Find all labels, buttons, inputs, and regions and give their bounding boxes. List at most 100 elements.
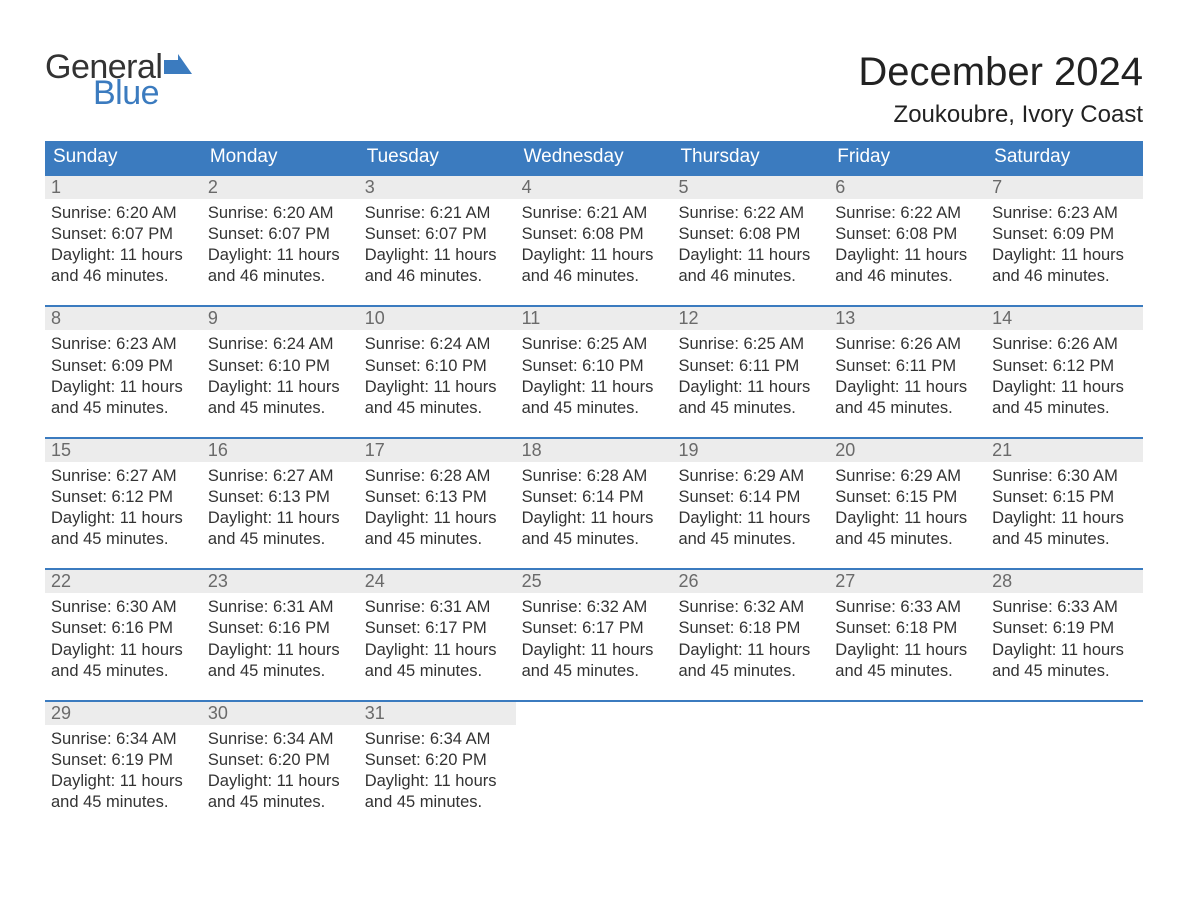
sunset-text: Sunset: 6:13 PM <box>208 487 353 508</box>
brand-word2: Blue <box>93 76 192 110</box>
daylight-text: Daylight: 11 hours and 45 minutes. <box>208 377 353 419</box>
sunrise-text: Sunrise: 6:33 AM <box>835 597 980 618</box>
day-number: 20 <box>829 439 986 462</box>
day-body: Sunrise: 6:25 AMSunset: 6:10 PMDaylight:… <box>516 330 673 418</box>
day-body: Sunrise: 6:31 AMSunset: 6:17 PMDaylight:… <box>359 593 516 681</box>
sunset-text: Sunset: 6:20 PM <box>365 750 510 771</box>
sunset-text: Sunset: 6:11 PM <box>835 356 980 377</box>
daylight-text: Daylight: 11 hours and 46 minutes. <box>522 245 667 287</box>
daylight-text: Daylight: 11 hours and 45 minutes. <box>992 377 1137 419</box>
day-number: 29 <box>45 702 202 725</box>
day-cell: 15Sunrise: 6:27 AMSunset: 6:12 PMDayligh… <box>45 439 202 550</box>
sunrise-text: Sunrise: 6:28 AM <box>365 466 510 487</box>
day-number: 19 <box>672 439 829 462</box>
daylight-text: Daylight: 11 hours and 45 minutes. <box>51 377 196 419</box>
daylight-text: Daylight: 11 hours and 45 minutes. <box>208 640 353 682</box>
day-number: 15 <box>45 439 202 462</box>
day-cell <box>986 702 1143 813</box>
daylight-text: Daylight: 11 hours and 46 minutes. <box>678 245 823 287</box>
calendar: SundayMondayTuesdayWednesdayThursdayFrid… <box>45 141 1143 813</box>
sunrise-text: Sunrise: 6:23 AM <box>992 203 1137 224</box>
sunset-text: Sunset: 6:16 PM <box>208 618 353 639</box>
day-body: Sunrise: 6:22 AMSunset: 6:08 PMDaylight:… <box>672 199 829 287</box>
sunrise-text: Sunrise: 6:32 AM <box>678 597 823 618</box>
day-body: Sunrise: 6:24 AMSunset: 6:10 PMDaylight:… <box>359 330 516 418</box>
day-cell: 20Sunrise: 6:29 AMSunset: 6:15 PMDayligh… <box>829 439 986 550</box>
day-body: Sunrise: 6:21 AMSunset: 6:07 PMDaylight:… <box>359 199 516 287</box>
sunrise-text: Sunrise: 6:30 AM <box>992 466 1137 487</box>
day-number: 7 <box>986 176 1143 199</box>
daylight-text: Daylight: 11 hours and 45 minutes. <box>365 377 510 419</box>
daylight-text: Daylight: 11 hours and 45 minutes. <box>51 771 196 813</box>
day-body: Sunrise: 6:32 AMSunset: 6:17 PMDaylight:… <box>516 593 673 681</box>
day-number: 26 <box>672 570 829 593</box>
sunset-text: Sunset: 6:12 PM <box>51 487 196 508</box>
day-cell: 28Sunrise: 6:33 AMSunset: 6:19 PMDayligh… <box>986 570 1143 681</box>
daylight-text: Daylight: 11 hours and 45 minutes. <box>678 640 823 682</box>
day-cell: 10Sunrise: 6:24 AMSunset: 6:10 PMDayligh… <box>359 307 516 418</box>
day-cell <box>829 702 986 813</box>
day-number: 2 <box>202 176 359 199</box>
sunset-text: Sunset: 6:07 PM <box>208 224 353 245</box>
day-body: Sunrise: 6:20 AMSunset: 6:07 PMDaylight:… <box>45 199 202 287</box>
day-body: Sunrise: 6:33 AMSunset: 6:18 PMDaylight:… <box>829 593 986 681</box>
sunrise-text: Sunrise: 6:20 AM <box>208 203 353 224</box>
day-cell: 7Sunrise: 6:23 AMSunset: 6:09 PMDaylight… <box>986 176 1143 287</box>
daylight-text: Daylight: 11 hours and 46 minutes. <box>835 245 980 287</box>
day-body: Sunrise: 6:24 AMSunset: 6:10 PMDaylight:… <box>202 330 359 418</box>
sunset-text: Sunset: 6:07 PM <box>365 224 510 245</box>
sunset-text: Sunset: 6:09 PM <box>51 356 196 377</box>
day-body: Sunrise: 6:29 AMSunset: 6:15 PMDaylight:… <box>829 462 986 550</box>
sunset-text: Sunset: 6:16 PM <box>51 618 196 639</box>
day-number: 27 <box>829 570 986 593</box>
sunrise-text: Sunrise: 6:32 AM <box>522 597 667 618</box>
dow-cell: Thursday <box>672 141 829 174</box>
day-number: 30 <box>202 702 359 725</box>
day-body: Sunrise: 6:28 AMSunset: 6:13 PMDaylight:… <box>359 462 516 550</box>
daylight-text: Daylight: 11 hours and 45 minutes. <box>522 640 667 682</box>
sunset-text: Sunset: 6:13 PM <box>365 487 510 508</box>
day-cell: 22Sunrise: 6:30 AMSunset: 6:16 PMDayligh… <box>45 570 202 681</box>
dow-cell: Sunday <box>45 141 202 174</box>
sunrise-text: Sunrise: 6:23 AM <box>51 334 196 355</box>
day-cell: 1Sunrise: 6:20 AMSunset: 6:07 PMDaylight… <box>45 176 202 287</box>
sunset-text: Sunset: 6:15 PM <box>992 487 1137 508</box>
day-cell: 9Sunrise: 6:24 AMSunset: 6:10 PMDaylight… <box>202 307 359 418</box>
day-body: Sunrise: 6:28 AMSunset: 6:14 PMDaylight:… <box>516 462 673 550</box>
daylight-text: Daylight: 11 hours and 45 minutes. <box>365 508 510 550</box>
day-cell: 23Sunrise: 6:31 AMSunset: 6:16 PMDayligh… <box>202 570 359 681</box>
sunrise-text: Sunrise: 6:24 AM <box>208 334 353 355</box>
day-body: Sunrise: 6:27 AMSunset: 6:12 PMDaylight:… <box>45 462 202 550</box>
sunrise-text: Sunrise: 6:21 AM <box>522 203 667 224</box>
daylight-text: Daylight: 11 hours and 45 minutes. <box>835 508 980 550</box>
day-body: Sunrise: 6:30 AMSunset: 6:15 PMDaylight:… <box>986 462 1143 550</box>
daylight-text: Daylight: 11 hours and 45 minutes. <box>835 640 980 682</box>
sunset-text: Sunset: 6:18 PM <box>678 618 823 639</box>
sunrise-text: Sunrise: 6:29 AM <box>835 466 980 487</box>
day-number: 23 <box>202 570 359 593</box>
sunrise-text: Sunrise: 6:33 AM <box>992 597 1137 618</box>
weeks-container: 1Sunrise: 6:20 AMSunset: 6:07 PMDaylight… <box>45 174 1143 813</box>
day-cell: 2Sunrise: 6:20 AMSunset: 6:07 PMDaylight… <box>202 176 359 287</box>
day-number: 9 <box>202 307 359 330</box>
day-cell <box>516 702 673 813</box>
day-body: Sunrise: 6:30 AMSunset: 6:16 PMDaylight:… <box>45 593 202 681</box>
sunrise-text: Sunrise: 6:28 AM <box>522 466 667 487</box>
daylight-text: Daylight: 11 hours and 45 minutes. <box>208 508 353 550</box>
day-body: Sunrise: 6:34 AMSunset: 6:20 PMDaylight:… <box>202 725 359 813</box>
page: General Blue December 2024 Zoukoubre, Iv… <box>0 0 1188 813</box>
sunset-text: Sunset: 6:14 PM <box>678 487 823 508</box>
sunrise-text: Sunrise: 6:27 AM <box>208 466 353 487</box>
week-row: 29Sunrise: 6:34 AMSunset: 6:19 PMDayligh… <box>45 700 1143 813</box>
sunrise-text: Sunrise: 6:25 AM <box>522 334 667 355</box>
day-number: 3 <box>359 176 516 199</box>
dow-cell: Wednesday <box>516 141 673 174</box>
day-body: Sunrise: 6:31 AMSunset: 6:16 PMDaylight:… <box>202 593 359 681</box>
week-row: 1Sunrise: 6:20 AMSunset: 6:07 PMDaylight… <box>45 174 1143 287</box>
dow-cell: Monday <box>202 141 359 174</box>
sunset-text: Sunset: 6:10 PM <box>208 356 353 377</box>
daylight-text: Daylight: 11 hours and 45 minutes. <box>51 640 196 682</box>
daylight-text: Daylight: 11 hours and 45 minutes. <box>51 508 196 550</box>
sunset-text: Sunset: 6:17 PM <box>522 618 667 639</box>
dow-cell: Friday <box>829 141 986 174</box>
